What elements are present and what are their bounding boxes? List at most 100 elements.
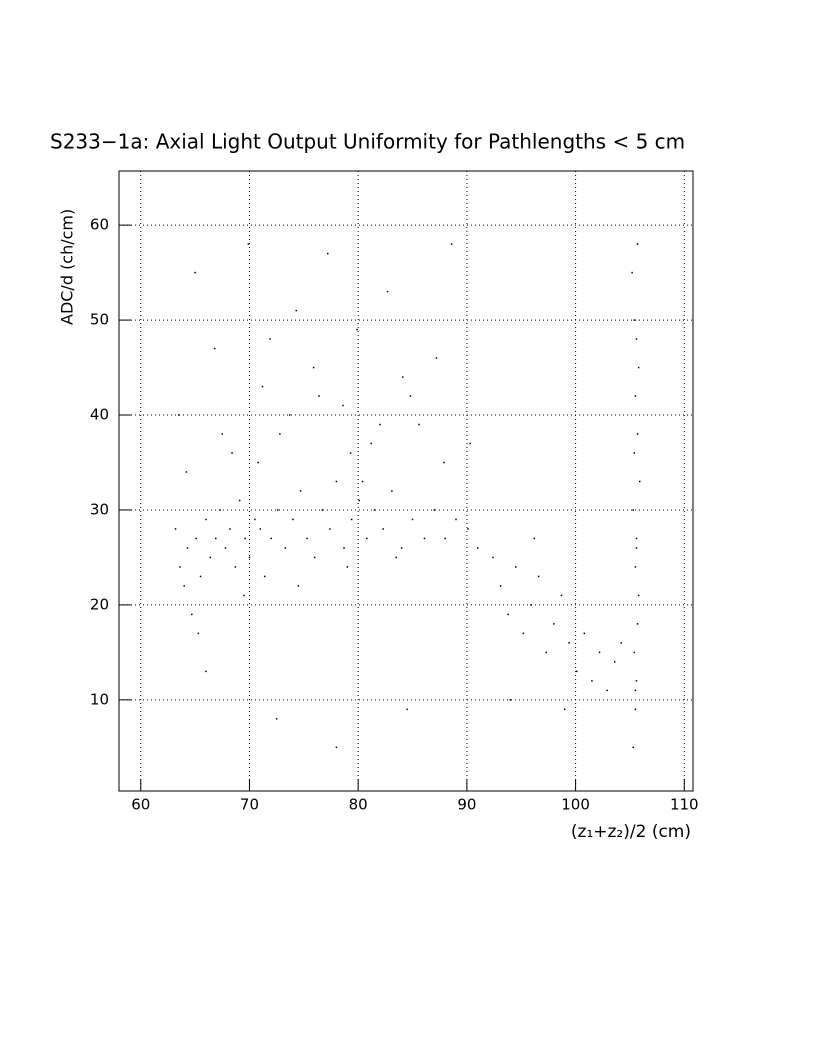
point: [270, 537, 272, 540]
y-tick-label: 10: [90, 690, 109, 708]
point: [299, 490, 302, 492]
point: [243, 594, 245, 597]
point: [632, 509, 634, 511]
point: [361, 480, 364, 483]
point: [199, 575, 202, 578]
point: [279, 433, 281, 435]
point: [515, 566, 517, 568]
point: [191, 613, 193, 616]
point: [637, 594, 640, 597]
point: [568, 642, 570, 644]
point: [343, 547, 345, 549]
point: [219, 509, 221, 511]
point: [563, 708, 566, 711]
point: [231, 452, 233, 454]
point: [248, 556, 251, 559]
point: [634, 395, 637, 397]
point: [254, 518, 256, 521]
y-tick-label: 50: [90, 311, 109, 329]
y-tick-label: 40: [90, 406, 109, 424]
point: [411, 518, 414, 521]
point: [634, 566, 637, 568]
point: [401, 376, 404, 378]
point: [598, 651, 601, 654]
x-tick-label: 70: [240, 796, 259, 814]
point: [620, 642, 622, 644]
point: [635, 537, 638, 540]
x-axis-label: (z₁+z₂)/2 (cm): [571, 822, 691, 842]
point: [306, 537, 308, 540]
point: [633, 319, 636, 321]
point: [342, 404, 344, 407]
point: [318, 395, 320, 397]
x-tick-label: 60: [131, 796, 150, 814]
point: [373, 509, 376, 511]
point: [194, 271, 196, 274]
point: [178, 414, 180, 416]
x-tick-label: 80: [349, 796, 368, 814]
point: [288, 414, 291, 416]
point: [174, 528, 177, 530]
point: [632, 746, 634, 749]
plot-area: 60 70 80 90 100 110 10 20 30 40 50 60: [90, 171, 699, 814]
point: [269, 338, 271, 340]
point: [395, 556, 397, 559]
point: [275, 718, 278, 720]
point: [522, 632, 525, 635]
point: [634, 689, 637, 692]
y-tick-label: 60: [90, 216, 109, 234]
point: [386, 290, 389, 293]
point: [433, 509, 436, 511]
point: [229, 528, 231, 530]
point: [195, 537, 197, 540]
point: [313, 556, 316, 559]
point: [186, 547, 189, 549]
x-tick-label: 90: [457, 796, 476, 814]
point: [606, 689, 608, 692]
point: [409, 395, 412, 397]
point: [295, 309, 297, 312]
point: [329, 528, 331, 530]
point: [635, 680, 638, 682]
point: [533, 537, 536, 540]
point: [335, 480, 338, 483]
point: [443, 461, 445, 464]
point: [247, 243, 250, 245]
point: [636, 243, 639, 245]
point: [335, 746, 338, 749]
point: [545, 651, 547, 654]
point: [633, 651, 636, 654]
point: [613, 661, 616, 663]
point: [205, 518, 207, 521]
point: [391, 490, 393, 492]
point: [400, 547, 403, 549]
point: [635, 338, 638, 340]
point: [635, 547, 638, 549]
point: [213, 347, 216, 350]
point: [205, 670, 207, 673]
point: [326, 252, 329, 255]
point: [259, 528, 262, 530]
point: [631, 271, 633, 274]
point: [297, 585, 300, 587]
point: [238, 499, 241, 502]
point: [366, 537, 368, 540]
point: [634, 708, 637, 711]
point: [209, 556, 212, 559]
point: [183, 585, 185, 587]
point: [179, 566, 181, 568]
point: [499, 585, 502, 587]
point: [637, 366, 640, 369]
point: [350, 518, 353, 521]
point: [358, 499, 361, 502]
point: [197, 632, 200, 635]
point: [469, 442, 471, 445]
point: [224, 547, 227, 549]
point: [276, 509, 279, 511]
y-tick-label: 20: [90, 595, 109, 613]
point: [636, 623, 639, 625]
point: [418, 423, 420, 426]
point: [477, 547, 479, 549]
point: [636, 433, 639, 435]
